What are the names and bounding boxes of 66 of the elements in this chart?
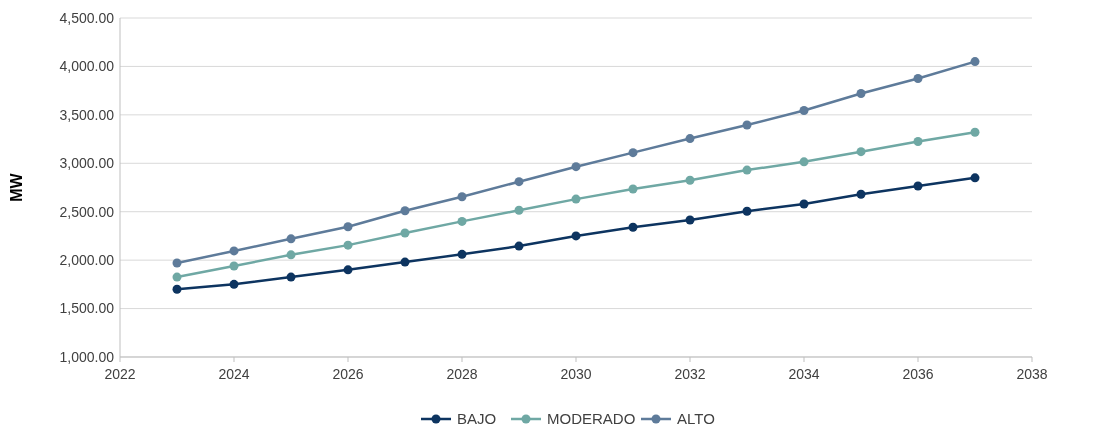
x-tick-label: 2032	[674, 366, 706, 382]
y-tick-label: 2,500.00	[59, 203, 115, 220]
y-tick-label: 3,000.00	[59, 155, 115, 172]
point	[457, 192, 467, 202]
legend-label: MODERADO	[547, 410, 636, 428]
point	[799, 106, 809, 115]
x-tick-label: 2036	[902, 366, 934, 382]
point	[742, 206, 752, 216]
point	[970, 127, 980, 137]
point	[685, 175, 695, 185]
y-axis-title: MW	[8, 172, 25, 202]
legend-label: BAJO	[457, 410, 497, 428]
point	[685, 134, 695, 144]
point	[229, 279, 239, 289]
point	[856, 189, 866, 199]
point	[286, 272, 296, 282]
point	[970, 57, 980, 67]
x-tick-label: 2028	[446, 366, 478, 382]
y-tick-label: 1,500.00	[59, 300, 115, 317]
point	[343, 222, 353, 232]
y-tick-label: 3,500.00	[59, 106, 115, 123]
point	[571, 194, 581, 204]
point	[229, 261, 239, 271]
point	[856, 147, 866, 157]
point	[913, 74, 923, 84]
point	[571, 231, 581, 241]
x-tick-label: 2024	[218, 366, 250, 382]
point	[628, 184, 638, 194]
point	[172, 258, 182, 268]
point	[742, 165, 752, 175]
point	[628, 148, 638, 158]
y-tick-label: 4,500.00	[59, 9, 115, 26]
point	[400, 228, 410, 238]
point	[514, 241, 524, 251]
point	[571, 162, 581, 172]
point	[742, 120, 752, 130]
point	[457, 216, 467, 226]
point	[400, 206, 410, 216]
x-tick-label: 2030	[560, 366, 592, 382]
point	[229, 246, 239, 256]
legend-label: ALTO	[677, 410, 715, 428]
point	[685, 215, 695, 225]
y-tick-label: 2,000.00	[59, 252, 115, 269]
x-tick-label: 2026	[332, 366, 364, 382]
point	[514, 177, 524, 187]
point	[628, 222, 638, 232]
point	[913, 136, 923, 146]
point	[172, 272, 182, 282]
point	[514, 205, 524, 215]
point	[799, 199, 809, 209]
y-tick-label: 4,000.00	[59, 58, 115, 75]
point	[343, 265, 353, 275]
point	[856, 89, 866, 99]
point	[913, 181, 923, 191]
y-tick-label: 1,000.00	[59, 348, 115, 365]
point	[286, 250, 296, 260]
point	[799, 157, 809, 167]
x-tick-label: 2034	[788, 366, 820, 382]
x-tick-label: 2038	[1016, 366, 1048, 382]
x-tick-label: 2022	[104, 366, 136, 382]
point	[286, 234, 296, 244]
point	[172, 284, 182, 294]
point	[970, 173, 980, 183]
point	[400, 257, 410, 267]
point	[457, 249, 467, 259]
point	[343, 240, 353, 250]
